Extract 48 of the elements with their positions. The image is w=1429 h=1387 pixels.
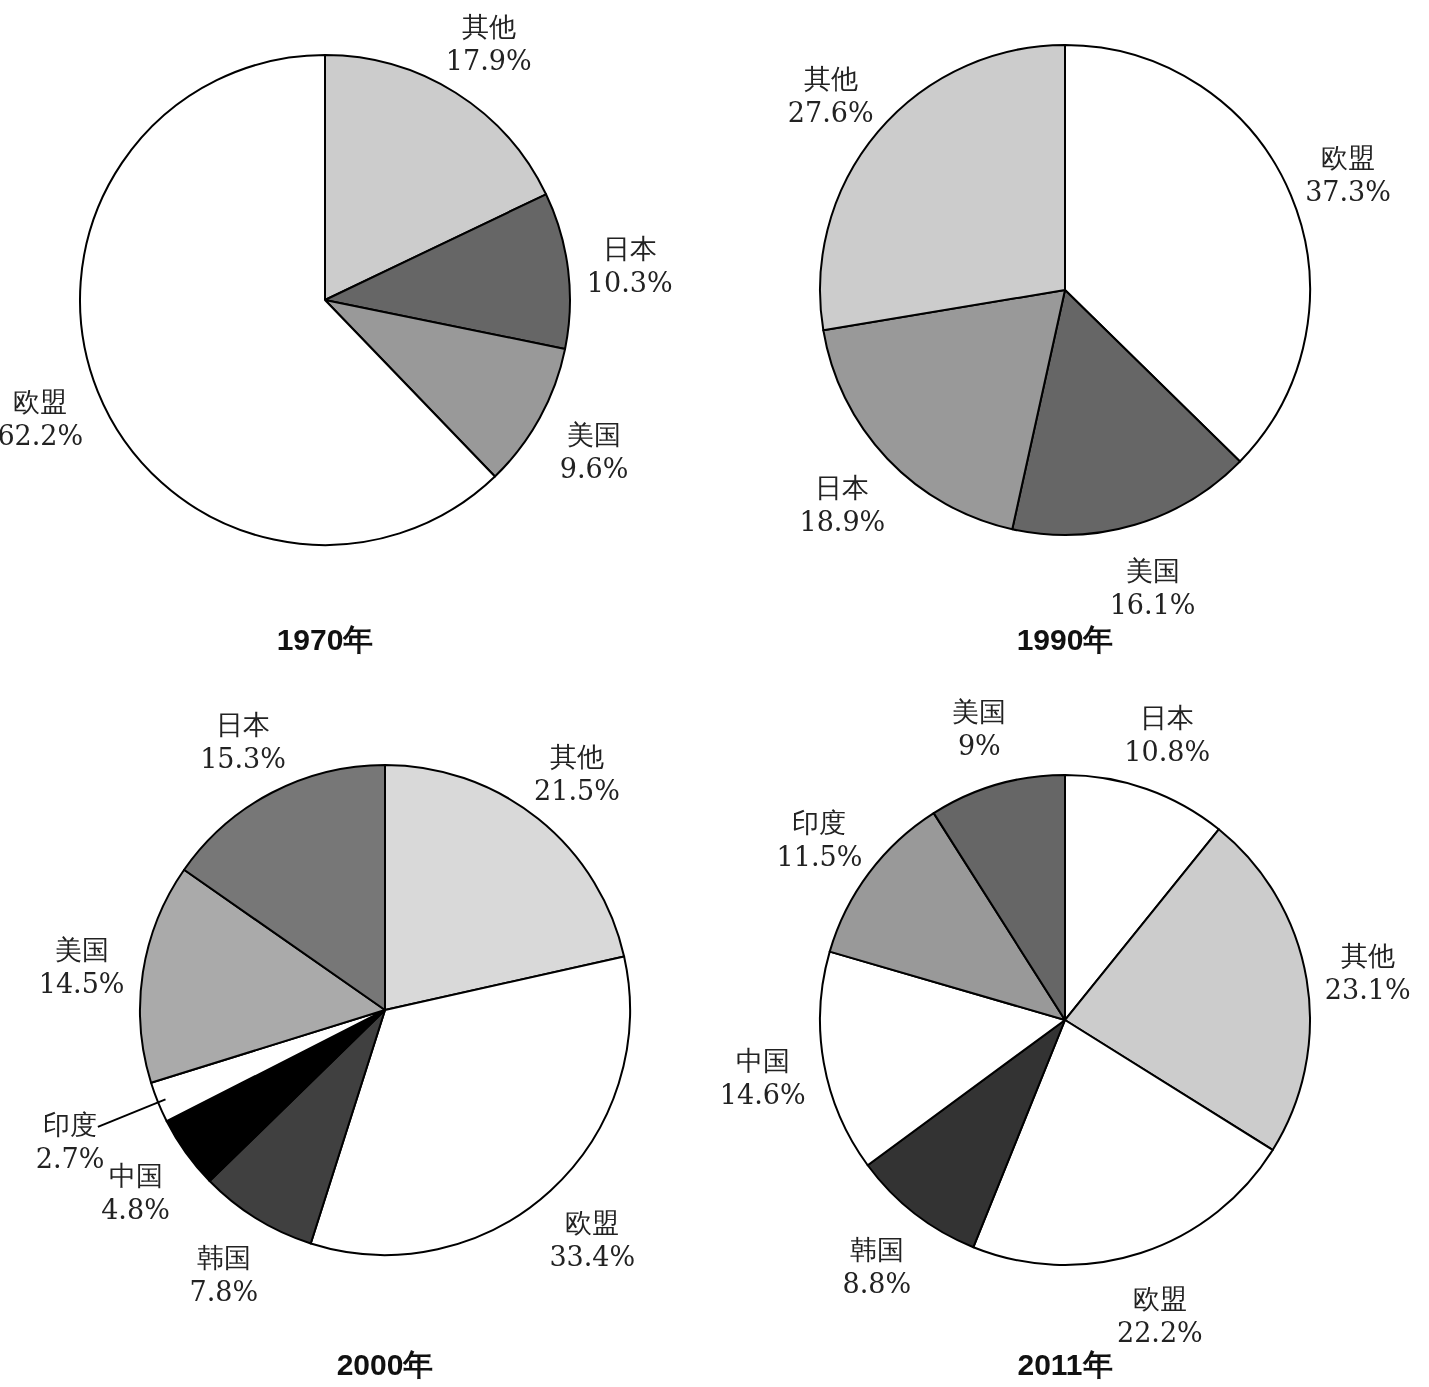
- slice-label: 印度: [792, 806, 847, 838]
- slice-label: 欧盟: [565, 1207, 620, 1239]
- data-label: 9%: [957, 730, 1001, 762]
- slice-label: 日本: [216, 708, 271, 740]
- data-label: 33.4%: [549, 1241, 636, 1273]
- slice-label: 韩国: [849, 1233, 904, 1265]
- data-label: 22.2%: [1116, 1316, 1203, 1348]
- text: 1970年: [276, 623, 374, 656]
- slice-label: 欧盟: [13, 385, 68, 417]
- slice-label: 美国: [1125, 555, 1180, 587]
- slice-label: 欧盟: [1132, 1282, 1187, 1314]
- data-label: 15.3%: [200, 742, 286, 774]
- slice-label: 韩国: [196, 1242, 251, 1274]
- data-label: 8.8%: [842, 1267, 912, 1299]
- data-label: 27.6%: [787, 96, 874, 128]
- data-label: 18.9%: [799, 506, 886, 538]
- slice-label: 其他: [549, 741, 604, 773]
- data-label: 16.1%: [1109, 589, 1196, 621]
- data-label: 14.6%: [719, 1078, 806, 1110]
- slice-label: 中国: [735, 1044, 790, 1076]
- slice-label: 欧盟: [1321, 142, 1376, 174]
- data-label: 10.3%: [586, 267, 673, 299]
- data-label: 17.9%: [445, 45, 532, 77]
- text: 1990年: [1016, 623, 1114, 656]
- slice-label: 美国: [952, 696, 1007, 728]
- slice-label: 日本: [815, 472, 870, 504]
- data-label: 10.8%: [1124, 735, 1211, 767]
- slice-label: 日本: [1140, 701, 1195, 733]
- data-label: 14.5%: [38, 967, 125, 999]
- data-label: 11.5%: [776, 840, 863, 872]
- data-label: 2.7%: [35, 1143, 105, 1175]
- data-label: 9.6%: [559, 452, 629, 484]
- data-label: 37.3%: [1305, 176, 1391, 208]
- data-label: 4.8%: [101, 1193, 170, 1225]
- slice-label: 其他: [803, 62, 858, 94]
- data-label: 21.5%: [534, 775, 620, 807]
- slice-label: 日本: [602, 233, 657, 265]
- slice-label: 其他: [461, 11, 516, 43]
- data-label: 62.2%: [0, 419, 84, 451]
- slice-label: 其他: [1340, 940, 1395, 972]
- data-label: 23.1%: [1324, 974, 1411, 1006]
- slice-label: 美国: [567, 418, 622, 450]
- data-label: 7.8%: [189, 1276, 259, 1308]
- slice-label: 印度: [43, 1109, 98, 1141]
- text: 2000年: [336, 1348, 434, 1381]
- slice-label: 美国: [54, 933, 109, 965]
- text: 2011年: [1017, 1348, 1113, 1381]
- slice-label: 中国: [108, 1159, 163, 1191]
